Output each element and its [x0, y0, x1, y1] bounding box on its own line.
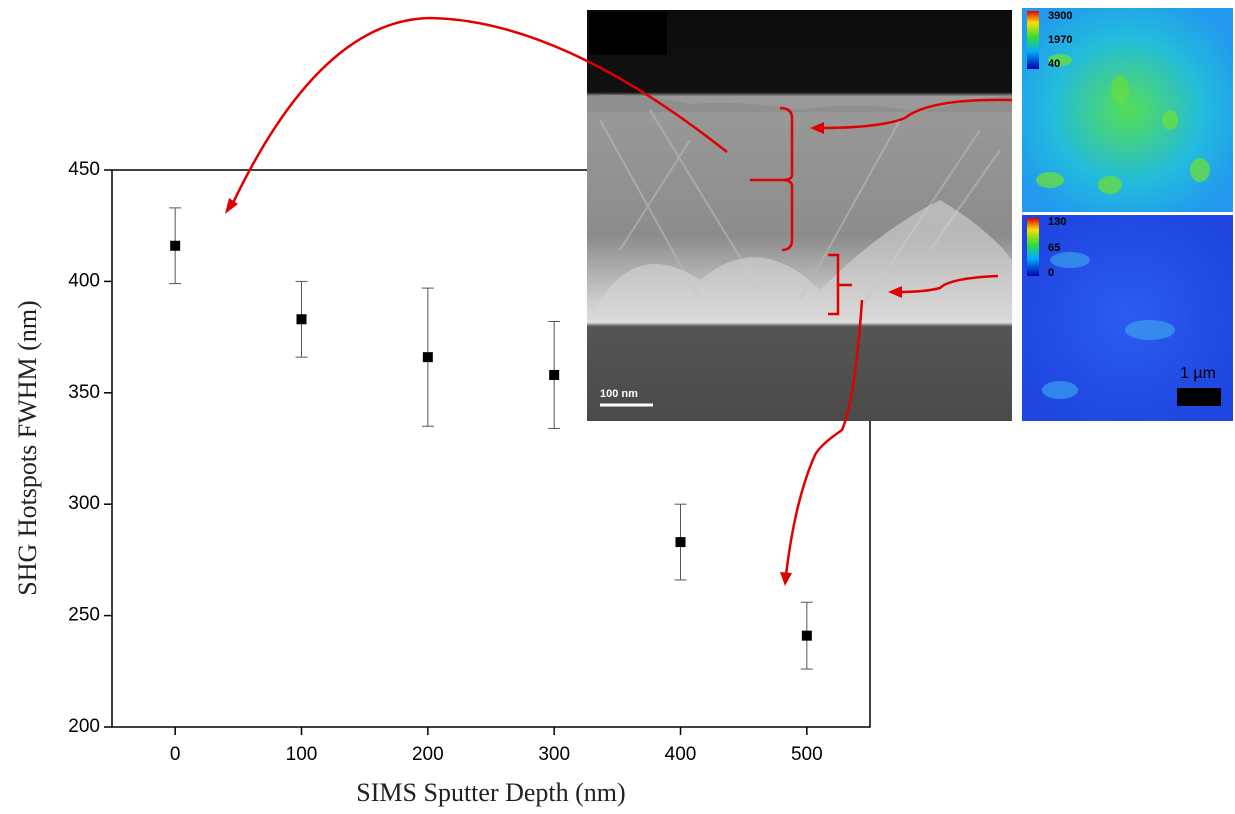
annotation-arrows: [230, 16, 1013, 576]
y-axis-label: SHG Hotspots FWHM (nm): [13, 300, 42, 595]
scale-label: 100 nm: [600, 388, 638, 400]
sem-image: 100 nm: [587, 10, 1012, 421]
colorbar-label: 3900: [1048, 10, 1072, 22]
shg-map-bottom: 130 65 0 1 µm: [1022, 215, 1233, 421]
x-tick-label: 500: [791, 744, 823, 765]
x-tick-label: 300: [538, 744, 570, 765]
x-tick-label: 400: [665, 744, 697, 765]
x-tick-label: 200: [412, 744, 444, 765]
y-tick-label: 450: [68, 159, 100, 180]
colorbar-label: 40: [1048, 58, 1060, 70]
point: [675, 537, 686, 548]
y-tick-label: 200: [68, 716, 100, 737]
y-tick-label: 400: [68, 270, 100, 291]
point: [549, 369, 560, 380]
point: [170, 240, 181, 251]
colorbar-label: 1970: [1048, 34, 1072, 46]
colorbar-label: 0: [1048, 267, 1054, 279]
x-axis-label: SIMS Sputter Depth (nm): [356, 778, 625, 807]
point: [296, 314, 307, 325]
y-tick-label: 300: [68, 493, 100, 514]
point: [422, 352, 433, 363]
x-tick-label: 0: [170, 744, 181, 765]
point: [801, 630, 812, 641]
colorbar-label: 65: [1048, 242, 1060, 254]
plot-frame: [111, 169, 871, 728]
shg-map-top: 3900 1970 40: [1022, 8, 1233, 212]
y-tick-label: 250: [68, 605, 100, 626]
scale-label: 1 µm: [1180, 365, 1216, 382]
colorbar-label: 130: [1048, 216, 1066, 228]
y-tick-label: 350: [68, 382, 100, 403]
arrow-heads: [225, 122, 902, 586]
x-tick-label: 100: [286, 744, 318, 765]
plot-marks: 0 100 200 300 400 500 200 250 300 350 400 450: [68, 159, 822, 765]
